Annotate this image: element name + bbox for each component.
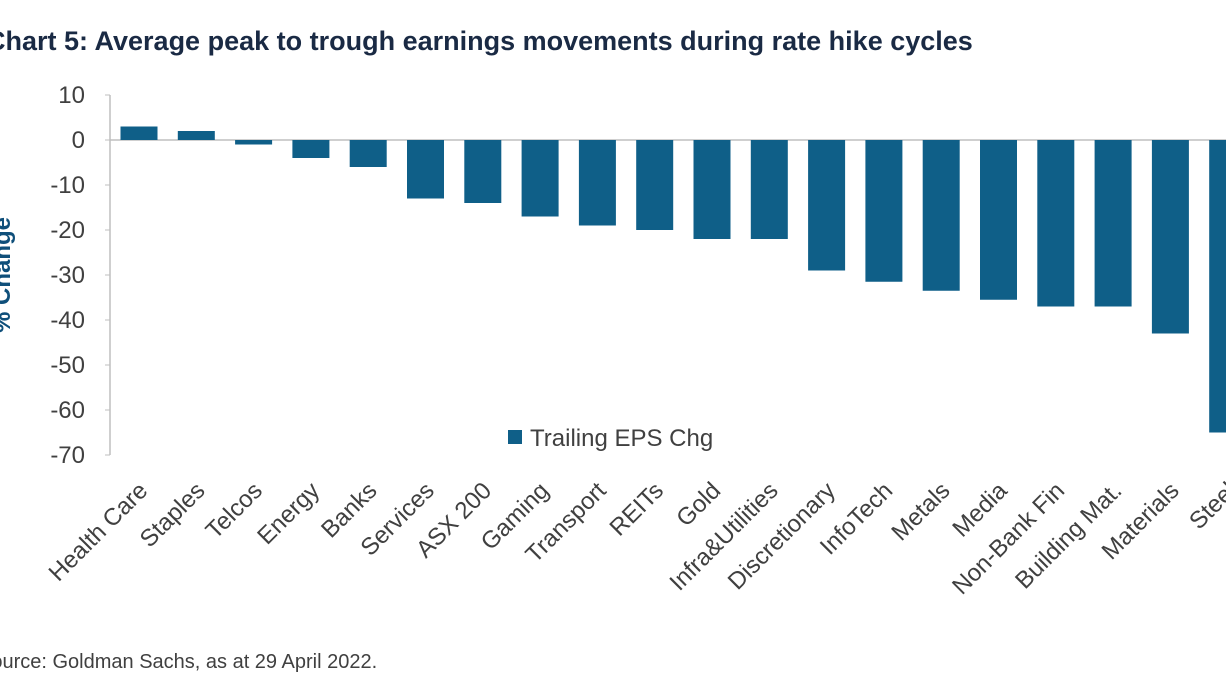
legend-swatch [508,430,522,444]
x-tick-label: Steel [1184,477,1226,535]
y-tick-label: -30 [50,262,85,289]
x-tick-label: Metals [886,477,955,546]
bar [407,140,444,199]
y-tick-label: -10 [50,172,85,199]
y-axis-label: % Change [0,217,16,333]
bar [292,140,330,158]
chart-title: Chart 5: Average peak to trough earnings… [0,26,973,56]
y-tick-label: -20 [50,217,85,244]
y-tick-label: -50 [50,352,85,379]
bar [980,140,1017,300]
bar [1209,140,1226,433]
y-tick-label: -40 [50,307,85,334]
bar [636,140,674,230]
bar [922,140,960,291]
x-tick-label: Staples [135,477,211,553]
bar [521,140,559,217]
y-tick-label: 0 [72,127,85,154]
bar [1094,140,1132,307]
y-tick-label: 10 [58,82,85,109]
x-tick-label: REITs [605,477,669,541]
y-tick-label: -70 [50,442,85,469]
y-tick-label: -60 [50,397,85,424]
bar [1151,140,1189,334]
legend-label: Trailing EPS Chg [530,425,713,452]
source-note: Source: Goldman Sachs, as at 29 April 20… [0,651,377,673]
bar [120,126,158,140]
bar [750,140,788,239]
bar [865,140,903,282]
x-tick-label: Energy [252,477,325,550]
bar [808,140,846,271]
bar [177,131,215,140]
bar [1037,140,1075,307]
bar [349,140,387,167]
bar [464,140,502,203]
bar [235,140,273,145]
bar [578,140,616,226]
bar [693,140,731,239]
